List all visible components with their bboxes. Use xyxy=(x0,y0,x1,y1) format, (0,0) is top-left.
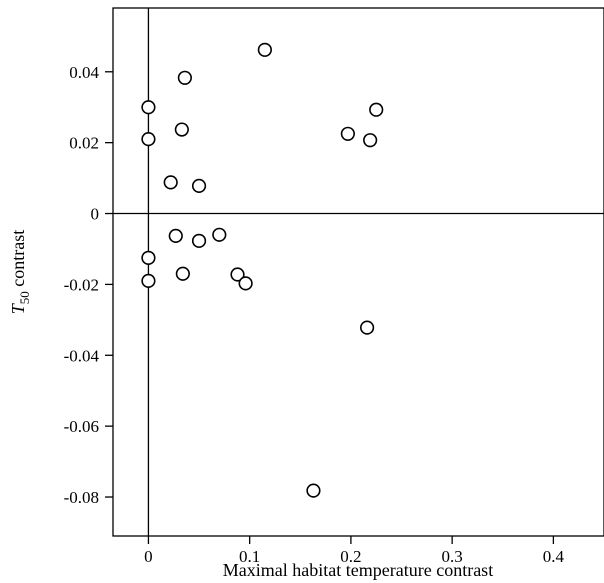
data-points xyxy=(141,42,384,498)
x-axis-label: Maximal habitat temperature contrast xyxy=(223,560,493,580)
y-tick-label: -0.04 xyxy=(64,346,100,365)
data-point xyxy=(175,266,190,281)
y-axis-label-main: T xyxy=(8,302,28,314)
x-tick-label: 0.4 xyxy=(543,547,565,566)
data-point xyxy=(174,122,189,137)
data-point xyxy=(163,175,178,190)
data-point xyxy=(369,102,384,117)
data-point xyxy=(168,228,183,243)
data-point xyxy=(141,273,156,288)
x-axis-ticks: 0 0.1 0.2 0.3 0.4 xyxy=(144,536,565,566)
y-tick-label: -0.08 xyxy=(64,488,99,507)
data-point xyxy=(141,250,156,265)
y-tick-label: -0.06 xyxy=(64,417,99,436)
x-tick-label: 0 xyxy=(144,547,153,566)
data-point xyxy=(191,178,207,193)
y-axis-label: T50 contrast xyxy=(8,230,32,315)
x-tick-label: 0.1 xyxy=(239,547,260,566)
data-point xyxy=(340,126,355,141)
x-tick-label: 0.2 xyxy=(340,547,361,566)
plot-frame xyxy=(112,7,604,537)
data-point xyxy=(141,100,156,115)
x-tick-label: 0.3 xyxy=(442,547,463,566)
data-point xyxy=(141,132,156,147)
data-point xyxy=(191,233,207,248)
data-point xyxy=(212,227,227,242)
y-axis-ticks: 0.04 0.02 0 -0.02 -0.04 -0.06 -0.08 xyxy=(64,63,113,507)
data-point xyxy=(257,42,272,57)
data-point xyxy=(360,320,375,335)
data-point xyxy=(230,267,245,282)
data-point xyxy=(177,70,192,85)
y-axis-label-rest: contrast xyxy=(8,230,28,291)
y-tick-label: 0.04 xyxy=(69,63,99,82)
data-point xyxy=(363,133,378,148)
y-tick-label: 0.02 xyxy=(69,134,99,153)
data-point xyxy=(238,276,253,291)
y-axis-label-subscript: 50 xyxy=(17,291,32,304)
y-tick-label: -0.02 xyxy=(64,275,99,294)
y-tick-label: 0 xyxy=(91,205,100,224)
data-point xyxy=(306,483,321,498)
